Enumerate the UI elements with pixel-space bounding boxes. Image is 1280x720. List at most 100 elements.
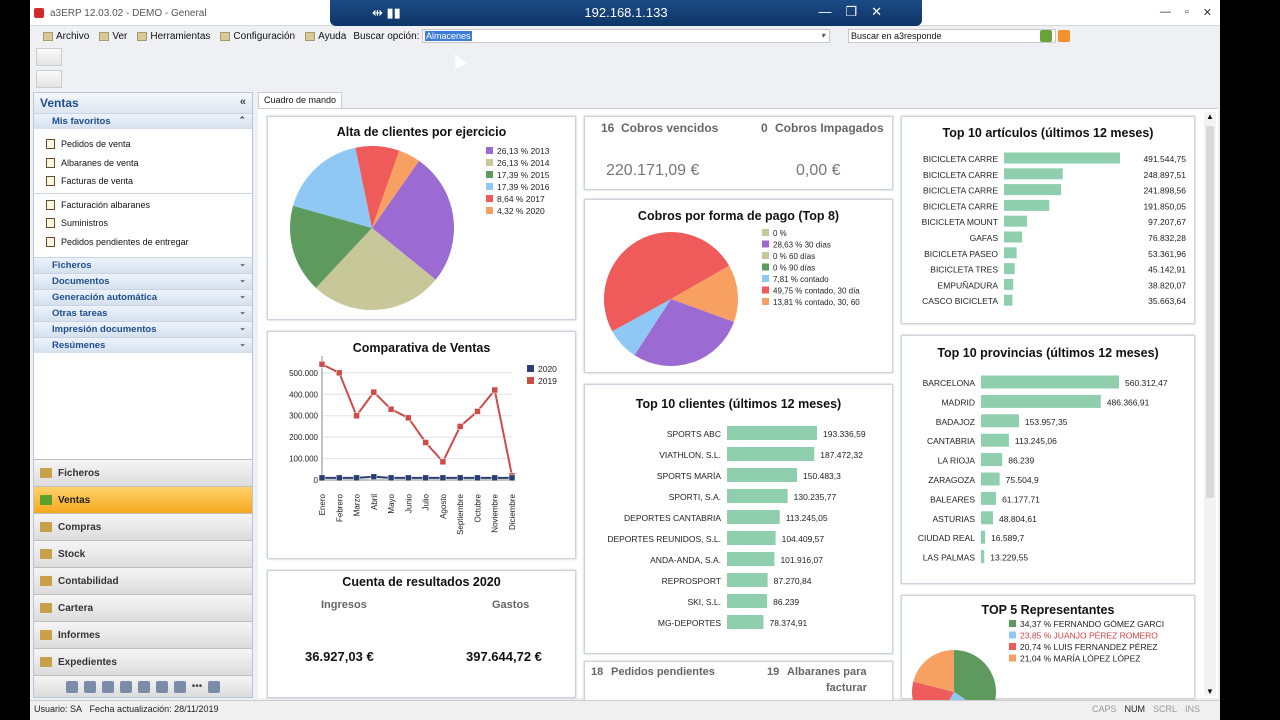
module-shortcut-icon[interactable] <box>155 680 168 693</box>
bar-value-label: 191.850,05 <box>1143 201 1186 211</box>
legend-swatch <box>486 171 493 178</box>
sidebar-item-facturas-venta[interactable]: Facturas de venta <box>34 172 252 191</box>
bar <box>1004 294 1013 306</box>
favorites-header[interactable]: Mis favoritos ⌃ <box>34 113 252 129</box>
scrollbar-thumb[interactable] <box>1206 126 1214 498</box>
bar-value-label: 53.361,96 <box>1148 249 1186 259</box>
maximize-icon[interactable]: ▫ <box>1184 6 1189 18</box>
bar-value-label: 13.229,55 <box>990 553 1028 563</box>
pie-slice <box>293 147 372 228</box>
sidebar-item-albaranes-venta[interactable]: Albaranes de venta <box>34 154 252 173</box>
sales-icon <box>40 495 52 505</box>
module-shortcut-icon[interactable] <box>119 680 132 693</box>
scroll-down-icon[interactable]: ▼ <box>1206 687 1214 696</box>
tab-cuadro-de-mando[interactable]: Cuadro de mando <box>258 92 343 108</box>
status-date: Fecha actualización: 28/11/2019 <box>89 704 219 714</box>
bar-value-label: 16.589,7 <box>991 533 1024 543</box>
pie-slice <box>355 146 400 228</box>
legend-label: 17,39 % 2015 <box>497 170 550 180</box>
search-go-icon[interactable] <box>1040 30 1052 42</box>
module-shortcut-icon[interactable] <box>65 680 78 693</box>
sidebar-item-pedidos-venta[interactable]: Pedidos de venta <box>34 135 252 154</box>
module-shortcut-icon[interactable] <box>173 680 186 693</box>
albaranes-label-1: Albaranes para <box>787 666 867 678</box>
legend-swatch <box>1009 643 1016 650</box>
panel-top-provincias: Top 10 provincias (últimos 12 meses) BAR… <box>901 335 1195 584</box>
menu-configuracion[interactable]: Configuración <box>215 31 300 42</box>
bar <box>981 375 1119 389</box>
module-shortcut-icon[interactable] <box>83 680 96 693</box>
section-ficheros[interactable]: Ficheros ⌄ <box>34 257 252 273</box>
module-shortcut-icon[interactable] <box>101 680 114 693</box>
module-ventas[interactable]: Ventas <box>34 486 252 513</box>
toolbar-strip-2 <box>36 70 62 88</box>
module-shortcut-icon[interactable] <box>137 680 150 693</box>
bar <box>1004 231 1023 243</box>
legend-swatch <box>486 159 493 166</box>
status-bar: Usuario: SA Fecha actualización: 28/11/2… <box>30 700 1220 716</box>
module-informes[interactable]: Informes <box>34 621 252 648</box>
x-tick-label: Octubre <box>473 493 482 522</box>
menu-archivo[interactable]: Archivo <box>38 31 94 42</box>
section-impresion[interactable]: Impresión documentos ⌄ <box>34 321 252 337</box>
minimize-icon[interactable]: — <box>1159 6 1171 18</box>
rss-icon[interactable] <box>1058 30 1070 42</box>
module-compras[interactable]: Compras <box>34 513 252 540</box>
module-stock[interactable]: Stock <box>34 540 252 567</box>
remote-minimize-icon[interactable]: — <box>818 4 832 19</box>
module-expedientes[interactable]: Expedientes <box>34 648 252 675</box>
sidebar-item-pedidos-pendientes[interactable]: Pedidos pendientes de entregar <box>34 233 252 252</box>
bar <box>981 414 1019 428</box>
dashboard-scrollbar[interactable]: ▲ ▼ <box>1204 112 1216 696</box>
module-contabilidad[interactable]: Contabilidad <box>34 567 252 594</box>
remote-session-bar: ⇹ ▮▮ 192.168.1.133 — ❐ ✕ <box>330 0 922 26</box>
bar-value-label: 78.374,91 <box>769 618 807 628</box>
section-resumenes[interactable]: Resúmenes ⌄ <box>34 337 252 353</box>
y-tick-label: 400.000 <box>289 390 318 399</box>
ingresos-value: 36.927,03 € <box>305 649 374 664</box>
x-tick-label: Enero <box>318 493 327 515</box>
bar-category-label: SPORTS ABC <box>667 429 721 439</box>
legend-swatch <box>762 252 769 259</box>
pin-icon[interactable]: ⇹ ▮▮ <box>372 5 401 20</box>
scroll-up-icon[interactable]: ▲ <box>1206 112 1214 121</box>
bar-value-label: 97.207,67 <box>1148 217 1186 227</box>
a3responde-search-input[interactable]: Buscar en a3responde <box>848 29 1056 43</box>
y-tick-label: 300.000 <box>289 412 318 421</box>
pie-slice <box>954 650 996 700</box>
section-otras-tareas[interactable]: Otras tareas ⌄ <box>34 305 252 321</box>
chevron-up-icon[interactable]: ⌃ <box>238 115 246 125</box>
sidebar-item-suministros[interactable]: Suministros <box>34 214 252 233</box>
bar-value-label: 150.483,3 <box>803 471 841 481</box>
section-documentos[interactable]: Documentos ⌄ <box>34 273 252 289</box>
section-generacion[interactable]: Generación automática ⌄ <box>34 289 252 305</box>
module-shortcut-icon[interactable] <box>208 680 221 693</box>
bar-value-label: 76.832,28 <box>1148 233 1186 243</box>
impagados-label: Cobros Impagados <box>775 121 884 135</box>
remote-restore-icon[interactable]: ❐ <box>845 4 858 19</box>
bar-category-label: ZARAGOZA <box>928 475 975 485</box>
menu-ver[interactable]: Ver <box>94 31 132 42</box>
module-ficheros[interactable]: Ficheros <box>34 459 252 486</box>
bar-category-label: BICICLETA MOUNT <box>922 217 998 227</box>
module-list: Ficheros Ventas Compras Stock Contabilid… <box>34 459 252 675</box>
menu-herramientas[interactable]: Herramientas <box>132 31 215 42</box>
search-option-input[interactable]: Almacenes ▾ <box>422 29 830 43</box>
more-icon[interactable]: ••• <box>191 681 203 692</box>
collapse-icon[interactable]: « <box>239 96 246 108</box>
remote-close-icon[interactable]: ✕ <box>871 4 882 19</box>
bar-category-label: MG-DEPORTES <box>658 618 721 628</box>
impagados-count: 0 <box>761 121 768 135</box>
chevron-down-icon[interactable]: ▾ <box>820 31 825 40</box>
series-point <box>474 474 481 482</box>
sidebar-item-facturacion-albaranes[interactable]: Facturación albaranes <box>34 196 252 215</box>
close-icon[interactable]: ✕ <box>1202 7 1212 19</box>
bar-value-label: 187.472,32 <box>820 450 863 460</box>
series-point <box>387 474 395 482</box>
legend-swatch <box>486 147 493 154</box>
series-point <box>456 474 464 482</box>
panel-top-articulos: Top 10 artículos (últimos 12 meses) BICI… <box>901 116 1195 324</box>
module-cartera[interactable]: Cartera <box>34 594 252 621</box>
series-line <box>321 363 513 476</box>
menu-ayuda[interactable]: Ayuda <box>300 31 351 42</box>
